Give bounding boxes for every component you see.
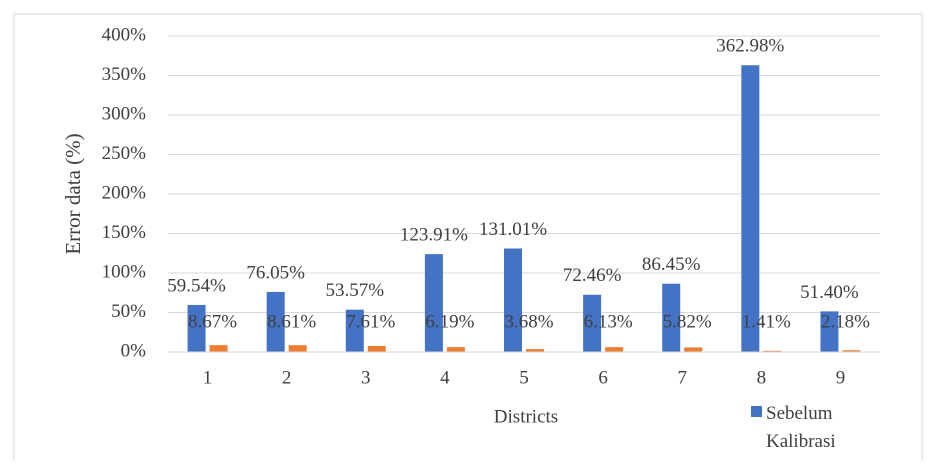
bar (187, 304, 206, 352)
x-tick-label: 3 (361, 367, 371, 388)
y-tick-label: 100% (102, 261, 147, 282)
bar (504, 248, 522, 352)
bar (583, 294, 602, 352)
bar (741, 65, 760, 353)
x-tick-label: 9 (836, 367, 846, 388)
x-tick-label: 5 (519, 367, 529, 388)
bar (367, 345, 386, 352)
data-label: 123.91% (400, 224, 468, 245)
data-label: 8.67% (188, 311, 237, 332)
y-tick-label: 0% (121, 340, 147, 361)
bar (424, 254, 443, 352)
data-label: 86.45% (642, 254, 701, 275)
x-tick-label: 2 (282, 367, 292, 388)
data-label: 76.05% (246, 262, 305, 283)
data-label: 51.40% (800, 282, 859, 303)
data-label: 59.54% (167, 275, 226, 296)
x-tick-label: 7 (677, 367, 687, 388)
data-label: 8.61% (267, 311, 316, 332)
x-tick-label: 1 (203, 367, 213, 388)
bar (526, 349, 544, 352)
bar (605, 347, 624, 352)
x-tick-label: 8 (757, 367, 767, 388)
data-label: 2.18% (821, 311, 870, 332)
bar (662, 283, 681, 352)
y-tick-label: 400% (102, 24, 147, 45)
bar (209, 345, 228, 352)
legend-swatch (751, 406, 762, 417)
bar (288, 345, 307, 352)
data-label: 7.61% (346, 311, 395, 332)
bar (446, 347, 465, 352)
bar (345, 309, 364, 352)
data-label: 72.46% (563, 265, 622, 286)
bar (842, 350, 861, 352)
data-label: 362.98% (716, 36, 784, 57)
bar (763, 350, 782, 352)
data-label: 6.19% (425, 311, 474, 332)
legend-label: Sebelum Kalibrasi (766, 403, 836, 452)
bar (820, 311, 839, 352)
bar (684, 347, 703, 352)
data-label: 53.57% (325, 280, 384, 301)
y-tick-label: 50% (111, 301, 146, 322)
y-tick-label: 300% (102, 103, 147, 124)
chart-frame (13, 13, 923, 465)
data-label: 1.41% (742, 311, 791, 332)
data-label: 5.82% (663, 311, 712, 332)
y-tick-label: 250% (102, 143, 147, 164)
data-label: 3.68% (504, 311, 553, 332)
data-label: 131.01% (479, 219, 547, 240)
y-tick-label: 350% (102, 64, 147, 85)
y-tick-label: 150% (102, 222, 147, 243)
x-tick-label: 6 (598, 367, 608, 388)
x-axis-label: Districts (494, 406, 558, 427)
x-tick-label: 4 (440, 367, 450, 388)
y-tick-label: 200% (102, 182, 147, 203)
bar (266, 291, 285, 352)
data-label: 6.13% (584, 311, 633, 332)
y-axis-label: Error data (%) (61, 133, 85, 254)
